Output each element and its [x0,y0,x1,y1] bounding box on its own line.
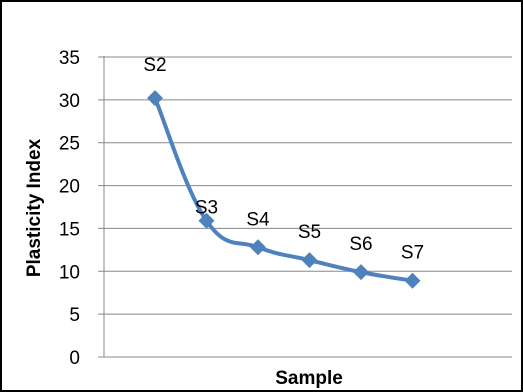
y-tick-label: 10 [59,262,80,283]
data-markers [147,90,421,289]
y-tick-label: 5 [69,305,80,326]
y-tick-label: 35 [59,48,80,69]
data-point-label: S2 [143,55,166,76]
data-point-marker [250,239,266,256]
data-point-label: S6 [349,234,372,255]
data-point-label: S7 [401,243,424,264]
data-point-label: S3 [195,198,218,219]
gridlines [98,56,512,358]
series-line [153,97,413,283]
y-tick-label: 30 [59,91,80,112]
data-point-marker [301,252,318,269]
y-tick-label: 25 [59,134,80,155]
y-tick-labels: 0 5 10 15 20 25 30 35 [59,48,80,369]
y-tick-label: 0 [69,348,80,369]
x-axis-title: Sample [275,368,343,389]
data-point-marker [353,264,369,281]
data-point-marker [198,212,215,229]
data-point-marker [147,90,163,107]
data-point-label: S4 [246,209,270,230]
y-axis-title: Plasticity Index [24,138,45,277]
data-point-marker [404,272,421,289]
point-labels: S2 S3 S4 S5 S6 S7 [143,55,424,264]
y-tick-label: 20 [59,177,80,198]
y-tick-label: 15 [59,219,80,240]
data-point-label: S5 [298,222,321,243]
